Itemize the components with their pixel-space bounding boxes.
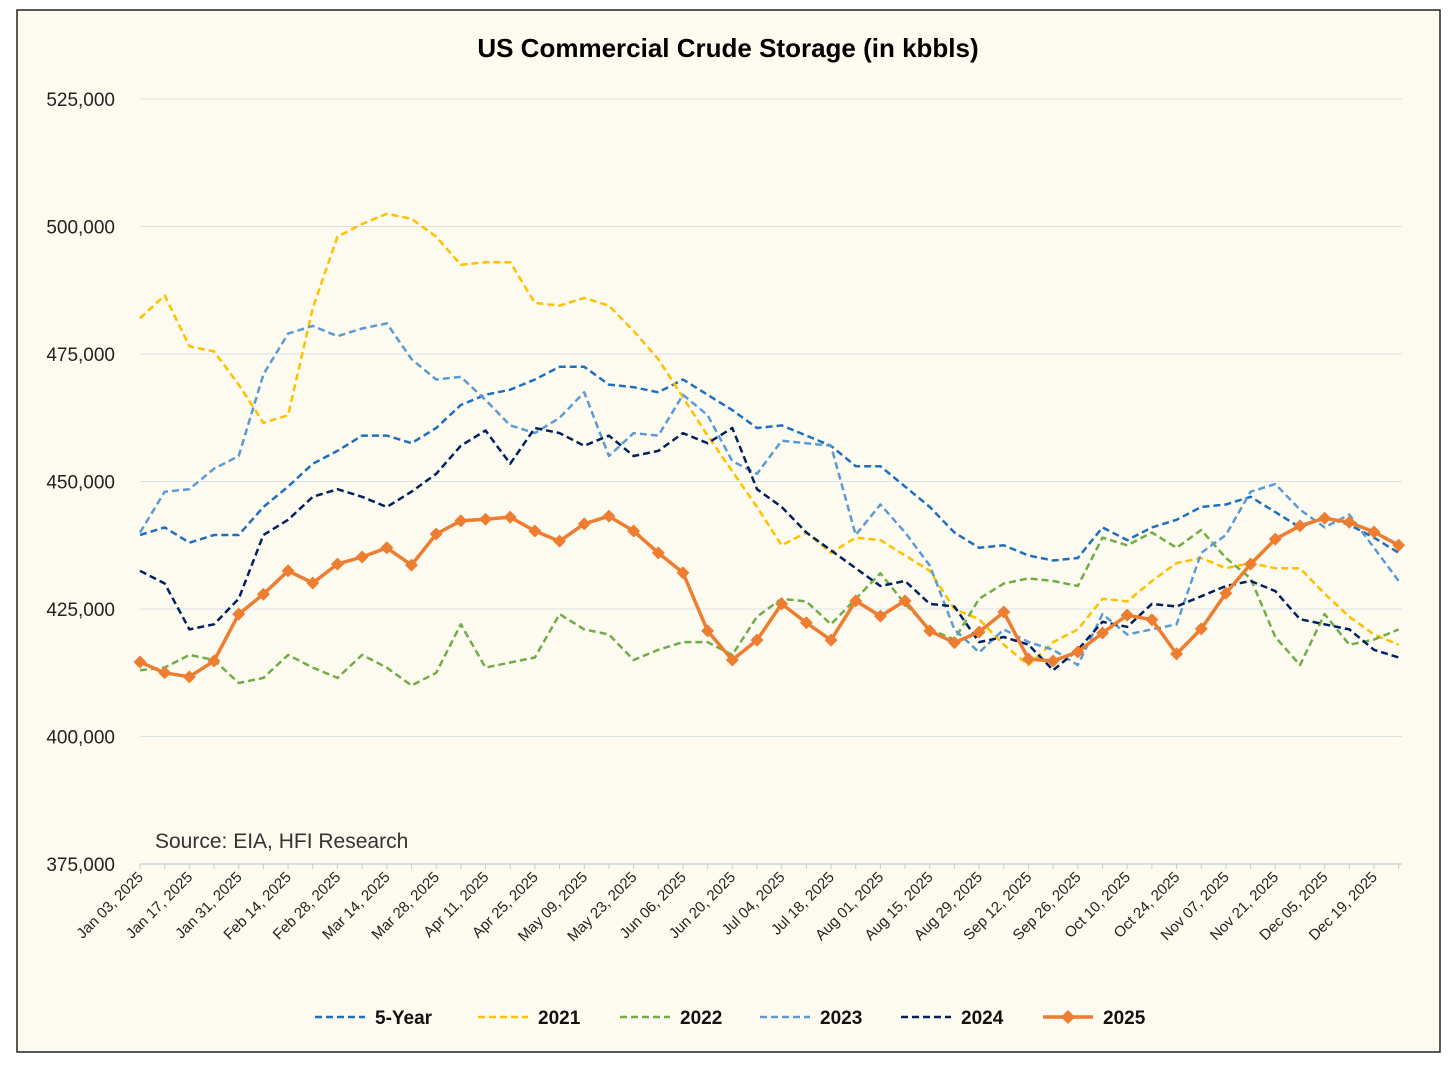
- series-line-2022: [139, 528, 1400, 687]
- series-group: [133, 212, 1406, 687]
- data-point-2025: [1046, 654, 1060, 668]
- legend-label: 2025: [1103, 1008, 1146, 1029]
- legend-item-2021: 2021: [478, 1008, 581, 1029]
- data-point-2025: [133, 655, 147, 669]
- series-line-2021: [139, 212, 1400, 667]
- data-point-2025: [207, 654, 221, 668]
- y-axis: 375,000 400,000 425,000 450,000 475,000 500,0…: [46, 90, 115, 876]
- data-point-2025: [725, 653, 739, 667]
- legend-label: 2024: [961, 1008, 1004, 1029]
- data-point-2025: [873, 609, 887, 623]
- gridlines: [140, 98, 1402, 737]
- data-point-2025: [306, 576, 320, 590]
- data-point-2025: [1342, 515, 1356, 529]
- y-tick-label: 475,000: [46, 345, 115, 366]
- y-tick-label: 425,000: [46, 600, 115, 621]
- legend-diamond-marker: [1061, 1010, 1075, 1024]
- legend-item-2024: 2024: [901, 1008, 1004, 1029]
- data-point-2025: [404, 558, 418, 572]
- chart-title: US Commercial Crude Storage (in kbbls): [477, 33, 978, 63]
- data-point-2025: [701, 624, 715, 638]
- chart-frame: [16, 9, 1441, 1053]
- data-point-2025: [627, 524, 641, 538]
- y-tick-label: 375,000: [46, 855, 115, 876]
- legend-item-5-year: 5-Year: [315, 1008, 433, 1029]
- data-point-2025: [1194, 622, 1208, 636]
- data-point-2025: [923, 624, 937, 638]
- data-point-2025: [997, 605, 1011, 619]
- legend: 5-Year 2021 2022 2023 2024 2025: [315, 1008, 1146, 1029]
- legend-label: 2022: [680, 1008, 722, 1029]
- series-line-5-year: [139, 365, 1400, 562]
- series-line-2024: [139, 426, 1400, 672]
- data-point-2025: [799, 616, 813, 630]
- data-point-2025: [849, 594, 863, 608]
- series-line-2023: [138, 322, 1400, 667]
- legend-item-2023: 2023: [760, 1008, 862, 1029]
- data-point-2025: [1096, 626, 1110, 640]
- data-point-2025: [330, 557, 344, 571]
- data-point-2025: [429, 527, 443, 541]
- data-point-2025: [651, 546, 665, 560]
- data-point-2025: [479, 512, 493, 526]
- data-point-2025: [602, 509, 616, 523]
- data-point-2025: [1392, 538, 1406, 552]
- data-point-2025: [553, 534, 567, 548]
- data-point-2025: [1071, 645, 1085, 659]
- legend-item-2025: 2025: [1043, 1008, 1146, 1029]
- data-point-2025: [824, 633, 838, 647]
- data-point-2025: [947, 636, 961, 650]
- legend-label: 2023: [820, 1008, 862, 1029]
- data-point-2025: [1268, 532, 1282, 546]
- data-point-2025: [750, 633, 764, 647]
- y-tick-label: 450,000: [46, 473, 115, 494]
- data-point-2025: [355, 550, 369, 564]
- data-point-2025: [528, 524, 542, 538]
- data-point-2025: [1219, 586, 1233, 600]
- data-point-2025: [676, 566, 690, 580]
- legend-label: 2021: [538, 1008, 581, 1029]
- legend-label: 5-Year: [375, 1008, 433, 1029]
- data-point-2025: [775, 597, 789, 611]
- source-annotation: Source: EIA, HFI Research: [155, 830, 408, 853]
- data-point-2025: [380, 541, 394, 555]
- data-point-2025: [1170, 647, 1184, 661]
- data-point-2025: [1293, 519, 1307, 533]
- data-point-2025: [182, 670, 196, 684]
- series-line-2025: [139, 514, 1400, 679]
- data-point-2025: [1120, 608, 1134, 622]
- legend-item-2022: 2022: [620, 1008, 722, 1029]
- y-tick-label: 400,000: [46, 728, 115, 749]
- data-point-2025: [256, 587, 270, 601]
- y-tick-label: 525,000: [46, 90, 115, 111]
- data-point-2025: [503, 510, 517, 524]
- data-point-2025: [158, 666, 172, 680]
- data-point-2025: [972, 625, 986, 639]
- data-point-2025: [898, 594, 912, 608]
- data-point-2025: [454, 514, 468, 528]
- data-point-2025: [577, 517, 591, 531]
- data-point-2025: [232, 607, 246, 621]
- data-point-2025: [1318, 511, 1332, 525]
- data-point-2025: [1244, 557, 1258, 571]
- data-point-2025: [1145, 613, 1159, 627]
- data-point-2025: [281, 564, 295, 578]
- data-point-2025: [1021, 652, 1035, 666]
- data-point-2025: [1367, 525, 1381, 539]
- y-tick-label: 500,000: [46, 218, 115, 239]
